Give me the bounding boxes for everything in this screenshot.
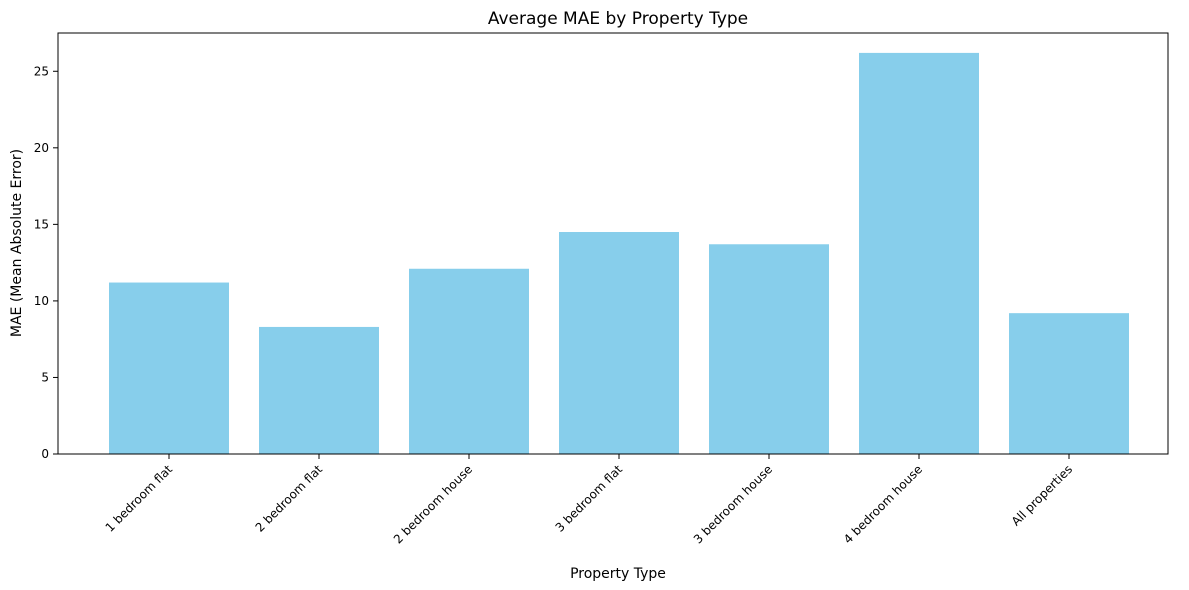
y-axis-ticks: 0 5 10 15 20 25 <box>34 64 58 461</box>
x-tick-label: 3 bedroom flat <box>553 462 626 535</box>
y-tick-label: 5 <box>41 370 49 384</box>
y-axis-label: MAE (Mean Absolute Error) <box>9 149 25 337</box>
bar-3 <box>409 268 529 454</box>
bar-5 <box>709 244 829 454</box>
bar-6 <box>859 52 979 454</box>
bars-group <box>109 52 1129 454</box>
y-tick-label: 10 <box>34 294 49 308</box>
x-axis-ticks: 1 bedroom flat 2 bedroom flat 2 bedroom ho… <box>103 454 1075 546</box>
x-axis-label: Property Type <box>570 566 666 582</box>
bar-2 <box>259 326 379 454</box>
x-tick-label: 3 bedroom house <box>691 462 775 546</box>
y-tick-label: 0 <box>41 447 49 461</box>
y-tick-label: 15 <box>34 217 49 231</box>
x-tick-label: 2 bedroom house <box>391 462 475 546</box>
x-tick-label: 4 bedroom house <box>841 462 925 546</box>
x-tick-label: All properties <box>1009 462 1075 528</box>
x-tick-label: 1 bedroom flat <box>103 462 176 535</box>
x-tick-label: 2 bedroom flat <box>253 462 326 535</box>
plot-frame <box>57 32 1169 455</box>
bar-4 <box>559 232 679 454</box>
bar-1 <box>109 282 229 454</box>
y-tick-label: 20 <box>34 141 49 155</box>
bar-7 <box>1009 313 1129 454</box>
chart-title: Average MAE by Property Type <box>488 9 748 29</box>
y-tick-label: 25 <box>34 64 49 78</box>
